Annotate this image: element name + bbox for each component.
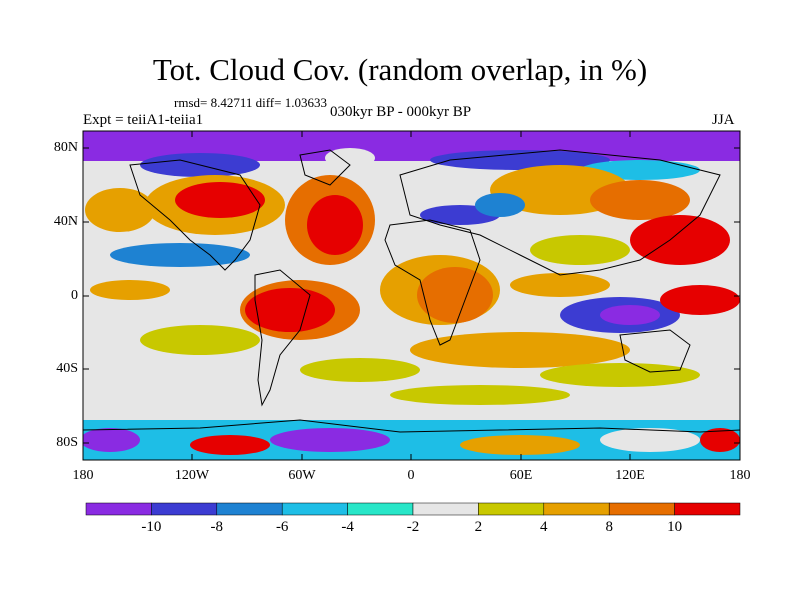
colorbar-label: -4 (328, 519, 368, 536)
colorbar-label: 10 (655, 519, 695, 536)
lon-label-180w: 180 (53, 468, 113, 484)
colorbar-label: 4 (524, 519, 564, 536)
colorbar-box (217, 503, 282, 515)
colorbar-box (413, 503, 478, 515)
colorbar-box (544, 503, 609, 515)
lat-label-80n: 80N (38, 140, 78, 156)
lon-label-120e: 120E (600, 468, 660, 484)
colorbar-box (675, 503, 740, 515)
cloud-cover-field (80, 131, 740, 460)
colorbar-label: -2 (393, 519, 433, 536)
colorbar-box (282, 503, 347, 515)
colorbar-label: -8 (197, 519, 237, 536)
colorbar-label: 8 (589, 519, 629, 536)
lon-label-120w: 120W (162, 468, 222, 484)
colorbar-label: -6 (262, 519, 302, 536)
colorbar-label: -10 (131, 519, 171, 536)
colorbar-box (348, 503, 413, 515)
colorbar-box (151, 503, 216, 515)
lat-label-40s: 40S (38, 361, 78, 377)
colorbar-label: 2 (458, 519, 498, 536)
colorbar (86, 503, 740, 515)
lat-label-40n: 40N (38, 214, 78, 230)
lon-label-60e: 60E (491, 468, 551, 484)
colorbar-box (478, 503, 543, 515)
lon-label-60w: 60W (272, 468, 332, 484)
colorbar-box (86, 503, 151, 515)
colorbar-box (609, 503, 674, 515)
lat-label-80s: 80S (38, 435, 78, 451)
lon-label-180e: 180 (710, 468, 770, 484)
lon-label-0: 0 (381, 468, 441, 484)
lat-label-0: 0 (38, 288, 78, 304)
